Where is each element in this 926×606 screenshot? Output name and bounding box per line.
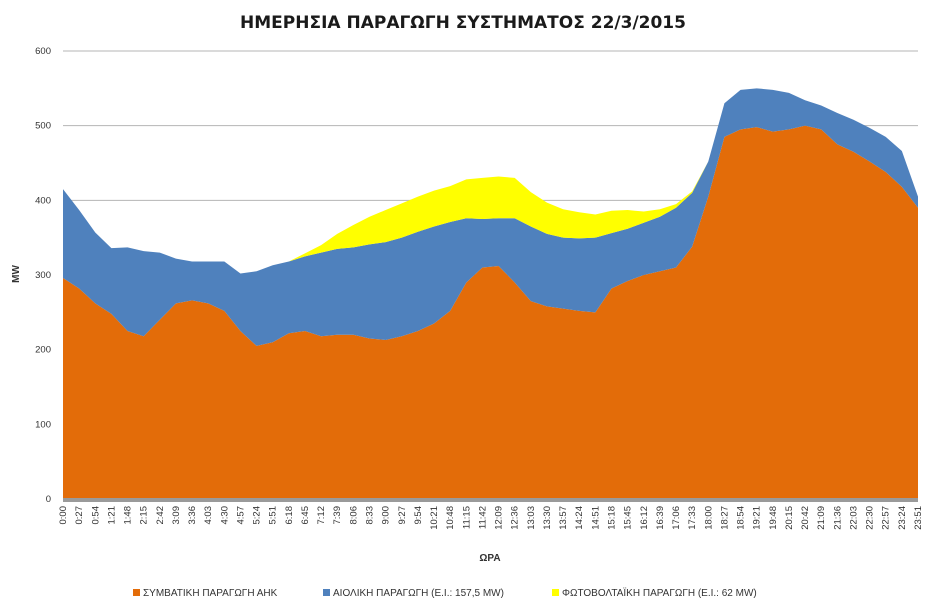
x-tick-label: 12:36	[510, 506, 521, 530]
x-tick-label: 0:27	[74, 506, 85, 525]
x-tick-label: 22:30	[865, 506, 876, 530]
x-tick-label: 11:42	[477, 506, 488, 529]
y-axis-label: MW	[11, 265, 22, 283]
x-tick-label: 20:42	[800, 506, 811, 530]
x-tick-label: 6:45	[300, 506, 311, 525]
x-tick-label: 21:36	[832, 506, 843, 530]
x-tick-label: 22:03	[848, 506, 859, 530]
x-tick-label: 17:33	[687, 506, 698, 530]
x-tick-label: 4:03	[203, 506, 214, 525]
x-tick-label: 2:15	[139, 506, 150, 525]
series-area-2	[63, 88, 918, 274]
x-tick-label: 22:57	[881, 506, 892, 530]
y-tick-label: 600	[35, 46, 51, 57]
y-tick-label: 500	[35, 121, 51, 132]
x-tick-label: 1:21	[106, 506, 117, 525]
x-tick-label: 13:30	[542, 506, 553, 530]
x-tick-label: 6:18	[284, 506, 295, 525]
legend-swatch	[323, 589, 330, 596]
x-tick-label: 19:21	[752, 506, 763, 530]
x-tick-label: 5:24	[252, 506, 263, 525]
x-tick-label: 2:42	[155, 506, 166, 525]
x-tick-label: 7:12	[316, 506, 327, 525]
x-tick-label: 20:15	[784, 506, 795, 530]
x-tick-label: 9:00	[381, 506, 392, 525]
x-tick-label: 4:57	[235, 506, 246, 525]
x-tick-label: 15:18	[606, 506, 617, 530]
x-tick-label: 16:12	[639, 506, 650, 530]
x-tick-label: 11:15	[461, 506, 472, 529]
x-axis-label: ΩΡΑ	[479, 553, 500, 564]
legend-label: ΣΥΜΒΑΤΙΚΗ ΠΑΡΑΓΩΓΗ ΑΗΚ	[143, 588, 278, 599]
legend-label: ΑΙΟΛΙΚΗ ΠΑΡΑΓΩΓΗ (Ε.Ι.: 157,5 MW)	[333, 588, 504, 599]
x-tick-label: 23:51	[913, 506, 924, 530]
x-tick-label: 13:03	[526, 506, 537, 530]
x-tick-label: 14:24	[574, 506, 585, 530]
x-tick-label: 8:33	[365, 506, 376, 525]
x-tick-label: 16:39	[655, 506, 666, 530]
area-layer	[63, 88, 918, 500]
chart-title: ΗΜΕΡΗΣΙΑ ΠΑΡΑΓΩΓΗ ΣΥΣΤΗΜΑΤΟΣ 22/3/2015	[240, 13, 686, 33]
x-tick-label: 5:51	[268, 506, 279, 525]
x-axis-line	[63, 498, 918, 502]
x-tick-label: 18:00	[703, 506, 714, 530]
series-area-1	[63, 88, 918, 346]
x-tick-label: 8:06	[348, 506, 359, 525]
x-tick-label: 13:57	[558, 506, 569, 530]
y-tick-label: 100	[35, 419, 51, 430]
x-tick-label: 18:54	[736, 506, 747, 530]
y-tick-label: 300	[35, 270, 51, 281]
x-tick-label: 3:09	[171, 506, 182, 525]
x-tick-label: 17:06	[671, 506, 682, 530]
x-tick-label: 18:27	[719, 506, 730, 530]
legend-swatch	[133, 589, 140, 596]
x-tick-label: 21:09	[816, 506, 827, 530]
series-area-0	[63, 125, 918, 500]
axis-layer: 0 100 200 300 400 500 600 0:00 0:27 0:54 1:21 1:48 2…	[35, 46, 924, 530]
x-tick-label: 10:48	[445, 506, 456, 530]
x-tick-label: 23:24	[897, 506, 908, 530]
x-tick-label: 4:30	[219, 506, 230, 525]
x-tick-label: 9:27	[397, 506, 408, 525]
legend-swatch	[552, 589, 559, 596]
x-tick-label: 0:00	[58, 506, 69, 525]
x-tick-label: 0:54	[90, 506, 101, 525]
x-tick-label: 7:39	[332, 506, 343, 525]
y-tick-label: 400	[35, 195, 51, 206]
x-tick-label: 19:48	[768, 506, 779, 530]
legend: ΣΥΜΒΑΤΙΚΗ ΠΑΡΑΓΩΓΗ ΑΗΚ ΑΙΟΛΙΚΗ ΠΑΡΑΓΩΓΗ (…	[133, 587, 757, 599]
x-tick-label: 14:51	[590, 506, 601, 530]
y-tick-label: 200	[35, 345, 51, 356]
x-tick-label: 15:45	[623, 506, 634, 530]
x-tick-label: 3:36	[187, 506, 198, 525]
x-tick-label: 10:21	[429, 506, 440, 530]
y-tick-label: 0	[46, 494, 51, 505]
x-tick-label: 12:09	[494, 506, 505, 530]
legend-label: ΦΩΤΟΒΟΛΤΑΪΚΗ ΠΑΡΑΓΩΓΗ (Ε.Ι.: 62 MW)	[562, 587, 757, 599]
x-tick-label: 1:48	[123, 506, 134, 525]
x-tick-label: 9:54	[413, 506, 424, 525]
